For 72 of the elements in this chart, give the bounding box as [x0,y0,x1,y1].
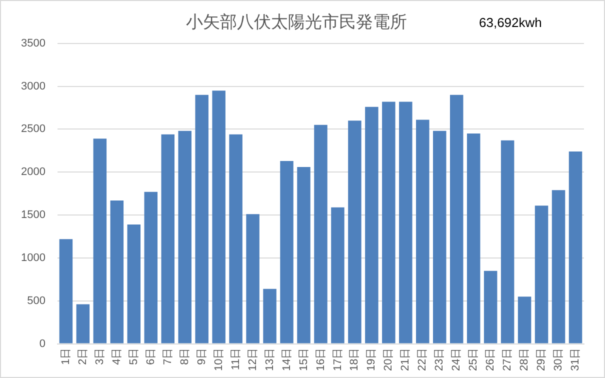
bar [552,190,566,344]
x-tick-label: 1日 [60,348,72,365]
y-tick-label: 0 [39,338,46,350]
text: 63,692kwh [479,15,542,30]
x-tick-label: 29日 [536,348,548,372]
x-tick-label: 26日 [484,348,497,372]
bar [433,130,446,344]
chart-title: 小矢部八伏太陽光市民発電所 [186,12,407,33]
x-tick-label: 19日 [366,348,378,372]
y-tick-label: 2500 [20,123,46,136]
bar [314,124,328,344]
y-tick-label: 1500 [20,209,46,222]
bar [59,239,73,344]
bar [416,120,430,344]
bar [246,214,260,344]
x-tick-label: 16日 [314,348,327,372]
bar [280,160,294,344]
x-tick-label: 4日 [110,348,123,365]
bar [466,134,480,344]
x-tick-label: 30日 [552,348,565,372]
x-tick-label: 10日 [212,348,225,372]
x-tick-label: 24日 [450,348,463,372]
x-tick-label: 2日 [76,348,89,365]
x-tick-label: 22日 [416,348,429,372]
bar [144,192,158,344]
bar [348,120,362,344]
bar [263,288,276,344]
x-tick-label: 23日 [434,348,446,372]
bar [127,224,141,344]
x-tick-label: 6日 [144,348,157,365]
bar [484,270,498,344]
bar [76,304,90,344]
y-tick-label: 3500 [20,37,46,50]
bar [500,140,514,344]
x-tick-label: 25日 [468,348,480,372]
bar [93,138,107,344]
bar [365,106,378,344]
x-tick-label: 18日 [348,348,361,372]
x-tick-label: 8日 [178,348,191,365]
bar [297,166,310,344]
y-tick-label: 2000 [20,166,46,178]
x-tick-label: 12日 [246,348,259,372]
x-tick-label: 14日 [280,348,293,372]
bar [212,90,226,344]
x-tick-label: 9日 [196,348,208,365]
x-tick-label: 17日 [332,348,344,372]
bar [450,94,464,344]
x-tick-label: 20日 [382,348,395,372]
bar [229,134,242,344]
x-tick-label: 31日 [570,348,582,372]
bar [568,152,582,344]
bar [110,200,124,344]
bar [382,102,396,344]
x-tick-label: 11日 [230,348,242,370]
y-tick-label: 500 [27,294,46,307]
x-tick-label: 15日 [298,348,310,372]
x-tick-label: 5日 [128,348,140,365]
x-tick-label: 28日 [518,348,531,372]
bar [534,206,548,344]
x-tick-label: 7日 [162,348,174,365]
y-tick-label: 3000 [20,80,46,92]
bar [331,207,344,344]
x-tick-label: 21日 [400,348,412,372]
bar [161,134,174,344]
x-tick-label: 13日 [264,348,276,372]
bar [518,296,532,344]
x-tick-label: 27日 [502,348,514,372]
bar [178,130,192,344]
x-tick-label: 3日 [94,348,106,365]
bar [195,94,208,344]
bar [399,102,412,344]
y-tick-label: 1000 [20,252,46,264]
